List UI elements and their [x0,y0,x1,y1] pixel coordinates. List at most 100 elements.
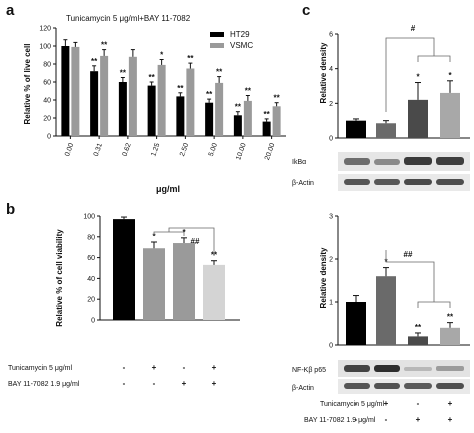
panel-a-sig-ht29: ** [235,103,242,112]
panel-b-cond-label-1: Tunicamycin 5 μg/ml [8,365,73,372]
legend-swatch-ht29 [210,32,224,37]
panel-a-x-tick-label: 2.50 [179,142,190,157]
panel-c: c Relative density # Relative density ##… [292,2,470,424]
panel-c-top-bar [440,92,460,138]
panel-b-sig: ** [211,251,218,260]
panel-c-cond-sign: + [416,415,421,424]
panel-c-top-sig: * [416,73,420,82]
panel-a-x-tick-label: 0.62 [122,142,133,157]
panel-a: a Tunicamycin 5 μg/ml+BAY 11-7082 Relati… [6,2,286,194]
panel-a-sig-ht29: ** [264,110,271,119]
panel-a-y-tick-label: 40 [43,98,51,105]
panel-a-bar-ht29 [147,85,156,136]
panel-b-sig-label: ## [191,237,200,246]
panel-a-y-tick-label: 80 [43,62,51,69]
panel-a-sig-ht29: ** [120,69,127,78]
panel-b-y-tick-label: 0 [91,318,95,325]
panel-b-bar [173,243,195,320]
panel-c-bottom-bar [346,302,366,345]
panel-c-conditions: Tunicamycin 5 μg/ml BAY 11-7082 1.9 μg/m… [304,399,453,424]
panel-c-top-sig-bracket [385,37,451,112]
panel-c-bottom-sig-label: ## [404,250,413,259]
panel-a-bar-ht29 [90,71,99,136]
panel-a-sig-vsmc: ** [274,94,281,103]
panel-a-bar-vsmc [272,106,281,136]
panel-c-bottom-y-tick-label: 3 [329,214,333,221]
panel-b-cond-sign: + [212,363,217,372]
panel-b-cond-label-2: BAY 11-7082 1.9 μg/ml [8,381,80,388]
panel-b-y-tick-label: 40 [87,276,95,283]
panel-b-ylabel: Relative % of cell viability [55,229,64,327]
panel-a-x-tick-label: 20.00 [264,142,277,161]
panel-a-x-tick-label: 5.00 [208,142,219,157]
panel-b-cond-sign: - [123,363,126,372]
panel-c-top-y-tick-label: 4 [329,66,333,73]
panel-a-y-tick-label: 0 [47,134,51,141]
blot-actin-top [338,174,470,191]
blot-label-actin-bottom: β-Actin [292,385,314,392]
blot-label-actin-top: β-Actin [292,180,314,187]
panel-a-bar-vsmc [243,100,252,136]
panel-b-y-tick-label: 60 [87,255,95,262]
panel-a-y-tick-label: 100 [39,44,51,51]
panel-b-y-tick-label: 100 [83,214,95,221]
panel-c-cond-sign: + [448,415,453,424]
panel-c-top-sig-label: # [411,24,416,33]
panel-a-bar-vsmc [100,55,109,136]
panel-a-bar-ht29 [176,96,185,136]
legend-swatch-vsmc [210,43,224,48]
panel-c-top-y-tick-label: 2 [329,101,333,108]
panel-c-cond-sign: - [355,399,358,408]
panel-a-sig-ht29: ** [149,73,156,82]
blot-label-ikba: IkBα [292,159,306,166]
blot-ikba [338,152,470,171]
panel-c-top-ylabel: Relative density [319,42,328,103]
panel-a-title: Tunicamycin 5 μg/ml+BAY 11-7082 [66,14,191,23]
panel-c-bottom-sig-bracket [385,250,451,308]
panel-b-sig-bracket [153,227,215,256]
panel-c-top-y-tick-label: 6 [329,32,333,39]
panel-c-letter: c [302,2,310,19]
panel-c-bottom-bar [408,336,428,345]
panel-a-bar-ht29 [205,102,214,136]
panel-a-sig-vsmc: ** [245,87,252,96]
panel-a-y-tick-label: 120 [39,26,51,33]
panel-a-bar-vsmc [128,56,137,136]
panel-a-bar-vsmc [186,68,195,136]
panel-c-top-bar [376,123,396,138]
panel-a-bar-ht29 [233,115,242,136]
panel-c-cond-sign: - [417,399,420,408]
panel-b-cond-sign: + [182,379,187,388]
panel-b-sig: * [182,228,186,237]
panel-b-bar [143,248,165,320]
panel-c-cond-sign: - [355,415,358,424]
panel-b-conditions: Tunicamycin 5 μg/ml BAY 11-7082 1.9 μg/m… [8,363,217,388]
panel-a-bar-vsmc [215,82,224,136]
panel-c-top-plot: 0 2 4 6 * * [329,32,470,143]
panel-b-cond-sign: + [212,379,217,388]
legend-label-ht29: HT29 [230,30,250,39]
panel-a-sig-ht29: ** [206,90,213,99]
panel-c-top-sig: * [448,71,452,80]
panel-a-sig-ht29: ** [177,84,184,93]
panel-b: b Relative % of cell viability ## 0 20 40 6… [6,201,240,388]
panel-a-bar-ht29 [118,82,127,136]
panel-b-cond-sign: + [152,363,157,372]
panel-a-ylabel: Relative % of live cell [23,44,32,125]
panel-a-sig-vsmc: ** [187,54,194,63]
panel-a-y-tick-label: 20 [43,116,51,123]
panel-c-bottom-bar [376,276,396,345]
panel-b-cond-sign: - [123,379,126,388]
blot-actin-bottom [338,379,470,394]
panel-b-cond-sign: - [153,379,156,388]
panel-a-bar-vsmc [157,64,166,136]
panel-c-cond-sign: - [385,415,388,424]
panel-a-sig-ht29: ** [91,57,98,66]
panel-a-bar-ht29 [262,121,271,136]
panel-a-sig-vsmc: ** [101,41,108,50]
panel-a-xlabel: μg/ml [156,184,180,194]
panel-c-bottom-y-tick-label: 2 [329,257,333,264]
panel-b-bar [113,219,135,320]
